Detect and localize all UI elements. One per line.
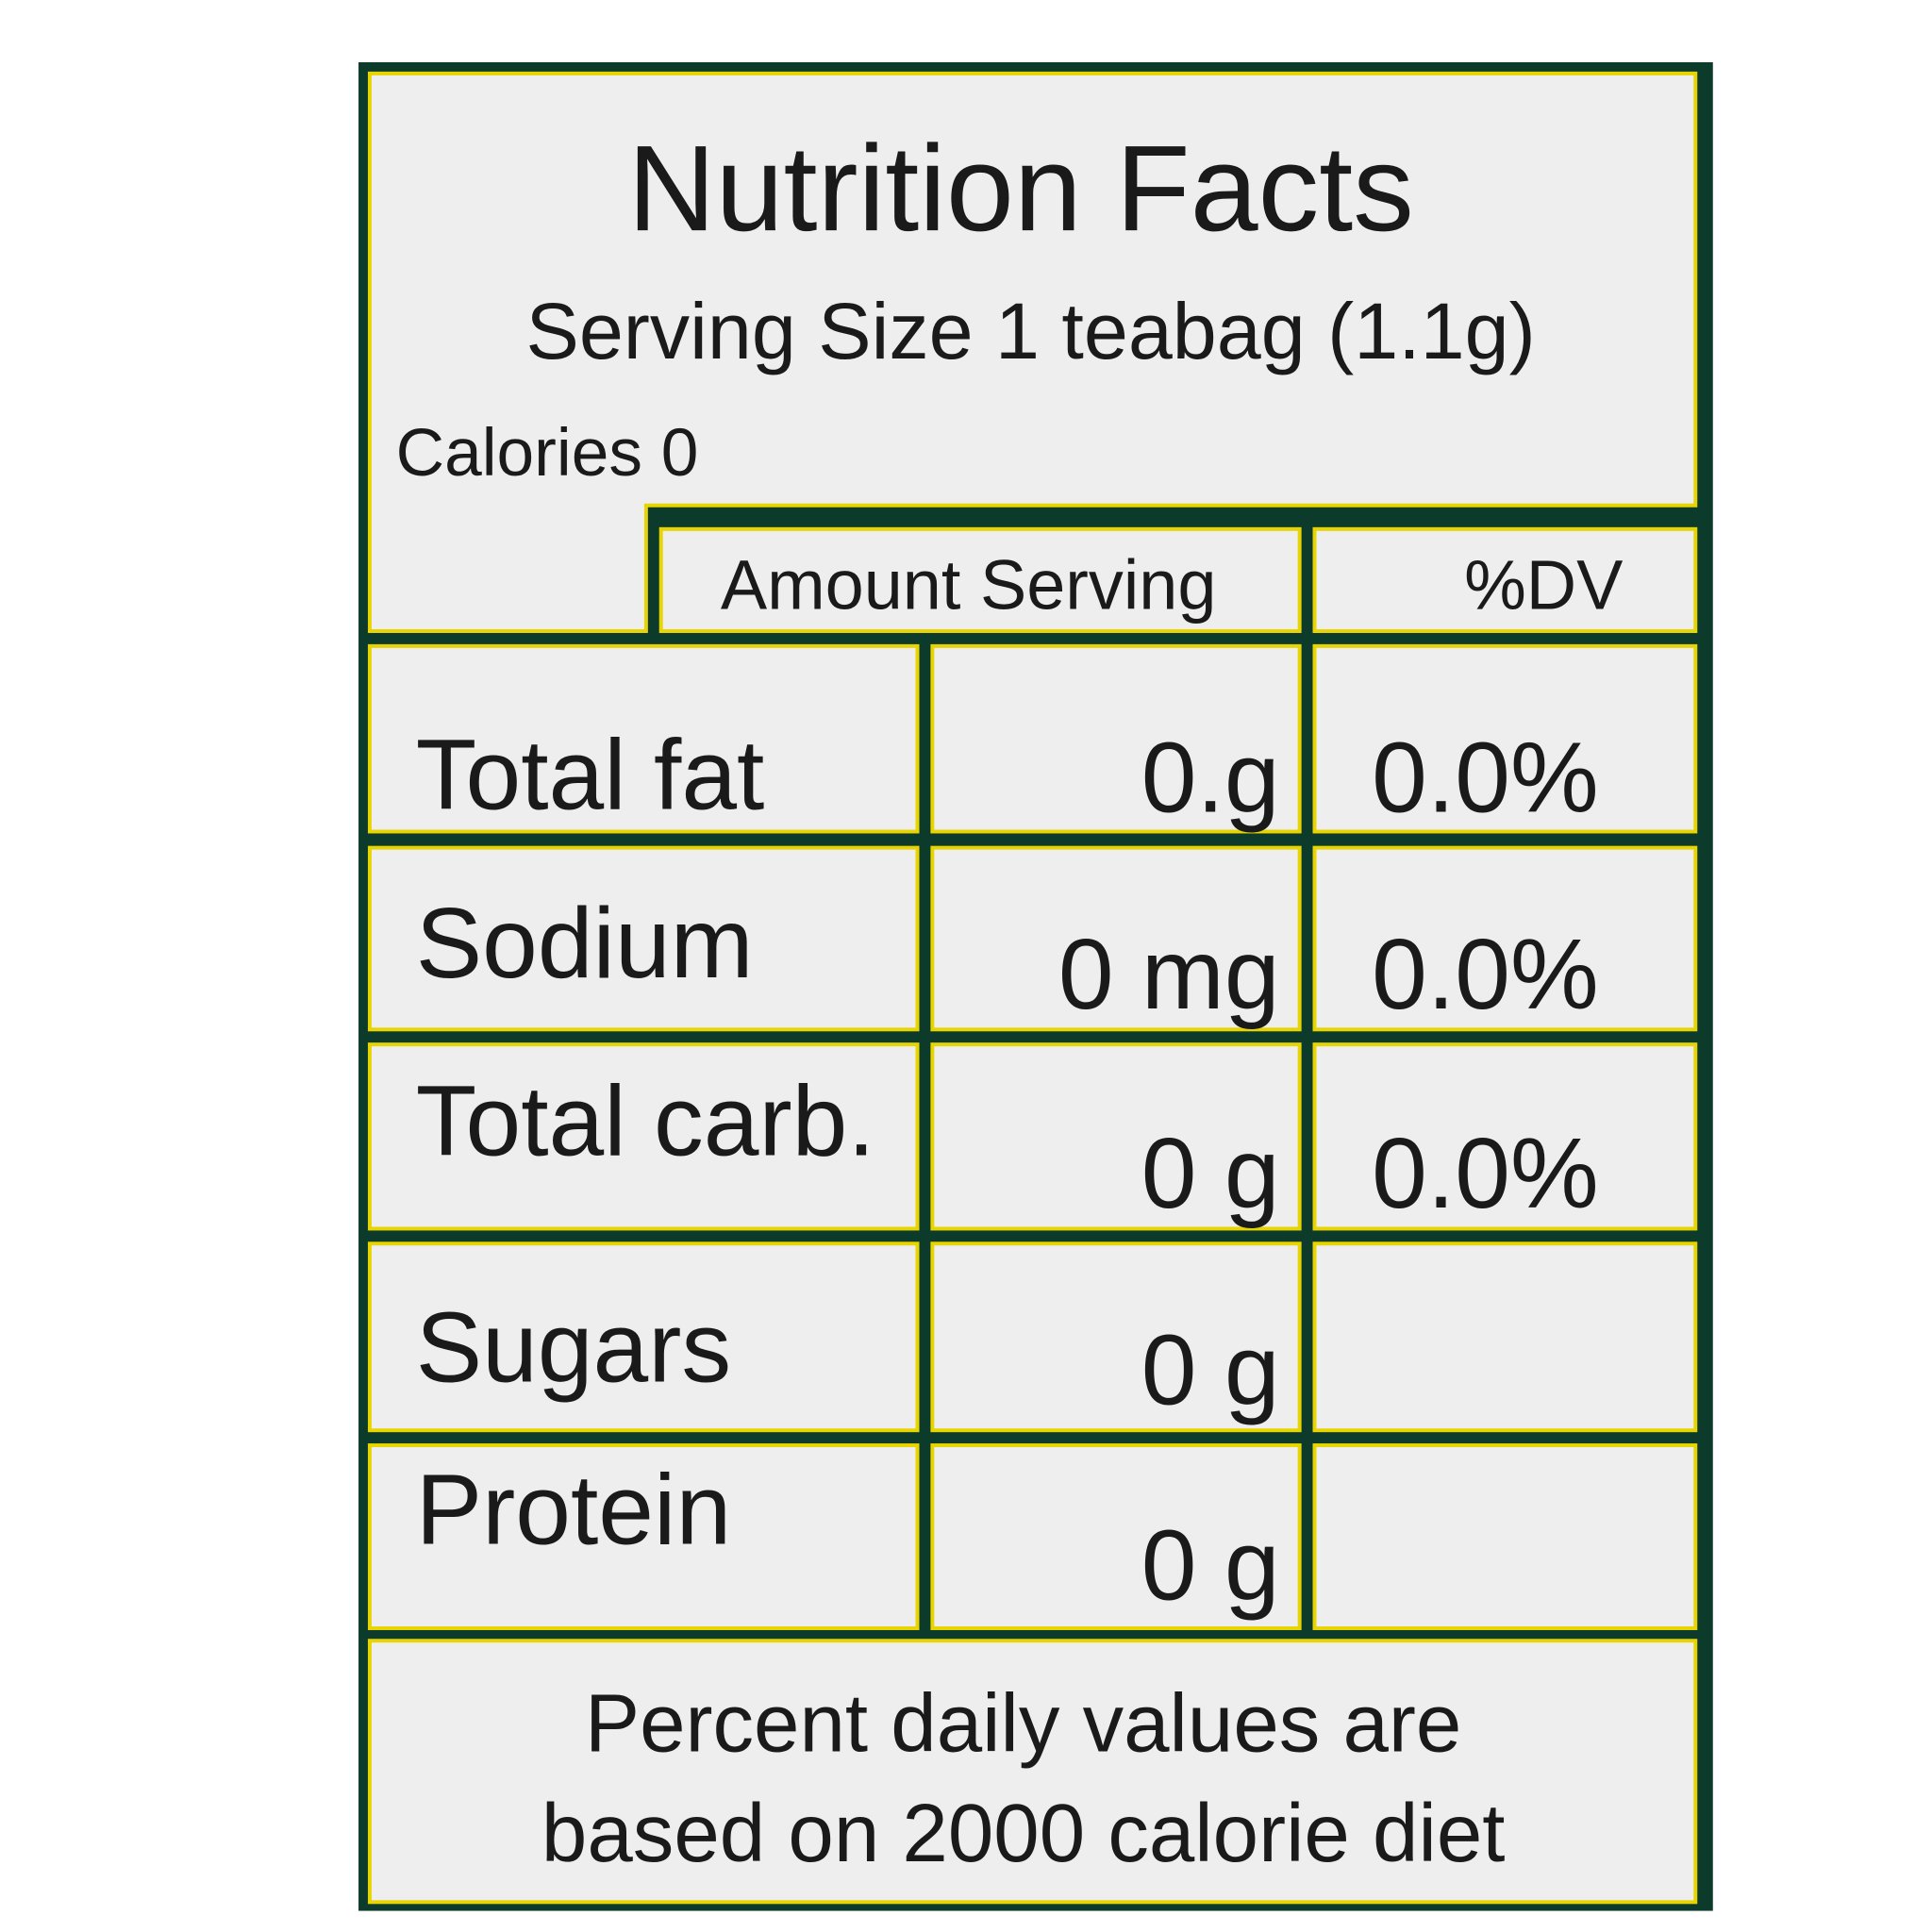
- footer-panel: [367, 1639, 1698, 1905]
- serving-size: Serving Size 1 teabag (1.1g): [526, 287, 1536, 375]
- table-cell: [930, 1443, 1302, 1630]
- column-header: [1312, 526, 1698, 634]
- nutrient-name: Sugars: [416, 1292, 731, 1404]
- nutrient-name: Sodium: [416, 888, 754, 999]
- table-cell: [367, 1241, 920, 1433]
- daily-value: 0.0%: [1372, 722, 1599, 833]
- column-title: %DV: [1464, 545, 1623, 624]
- column-title: Amount Serving: [721, 545, 1217, 624]
- table-cell: [930, 845, 1302, 1032]
- header-panel: [367, 71, 1698, 634]
- nutrient-name: Total carb.: [416, 1066, 875, 1177]
- table-cell: [1312, 643, 1698, 834]
- footer-text: based on 2000 calorie diet: [541, 1788, 1506, 1879]
- footer-text: Percent daily values are: [585, 1678, 1461, 1770]
- table-cell: [930, 1042, 1302, 1231]
- nutrient-amount: 0 g: [1141, 1118, 1280, 1229]
- nutrient-amount: 0.g: [1141, 722, 1280, 833]
- table-cell: [930, 643, 1302, 834]
- nutrient-name: Total fat: [416, 720, 765, 831]
- table-cell: [367, 845, 920, 1032]
- table-cell: [367, 1443, 920, 1630]
- column-header: [658, 526, 1302, 634]
- nutrient-amount: 0 g: [1141, 1510, 1280, 1622]
- table-cell: [1312, 845, 1698, 1032]
- table-cell: [1312, 1042, 1698, 1231]
- title: Nutrition Facts: [627, 121, 1414, 257]
- table-cell: [1312, 1241, 1698, 1433]
- nutrient-amount: 0 mg: [1058, 919, 1280, 1030]
- table-cell: [367, 643, 920, 834]
- daily-value: 0.0%: [1372, 919, 1599, 1030]
- table-cell: [930, 1241, 1302, 1433]
- nutrient-name: Protein: [416, 1454, 731, 1565]
- table-cell: [1312, 1443, 1698, 1630]
- table-cell: [367, 1042, 920, 1231]
- nutrient-amount: 0 g: [1141, 1314, 1280, 1425]
- daily-value: 0.0%: [1372, 1118, 1599, 1229]
- calories: Calories 0: [396, 415, 699, 491]
